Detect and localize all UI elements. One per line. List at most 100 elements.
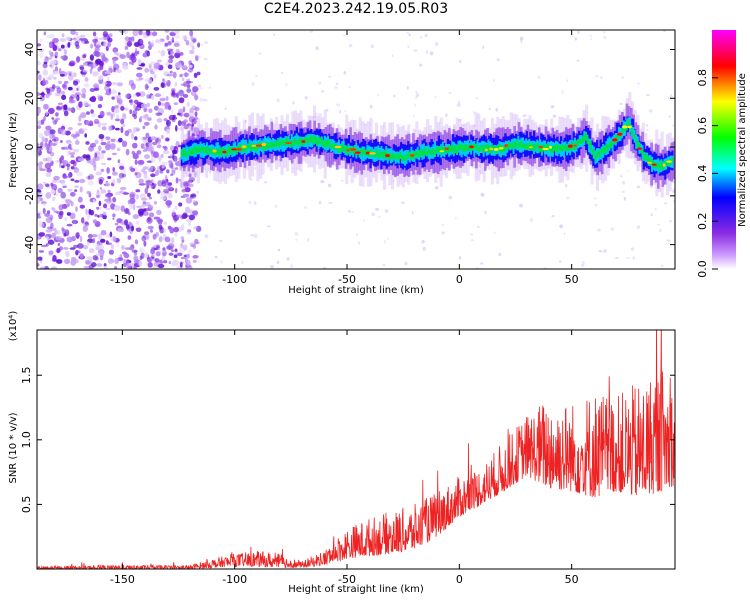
noise-speckle [148,79,153,84]
track-cell [457,144,460,151]
track-cell [487,145,490,153]
noise-speckle [188,64,193,69]
track-cell [325,140,328,148]
track-cell [606,144,609,152]
track-cell [199,147,202,153]
background-speckle [469,233,474,236]
background-speckle [454,217,457,220]
background-speckle [458,256,462,260]
noise-speckle [64,217,68,221]
noise-speckle [174,232,178,238]
track-cell [276,138,279,147]
track-cell [215,149,218,155]
track-cell [218,149,221,157]
background-speckle [623,197,627,201]
noise-speckle [164,107,169,110]
track-cell [555,143,557,152]
noise-speckle [124,45,129,50]
noise-speckle [82,69,89,73]
track-cell [316,138,318,146]
noise-speckle [98,179,103,185]
noise-speckle [53,175,60,181]
track-cell [429,150,432,155]
background-speckle [276,98,280,103]
background-speckle [274,204,277,209]
noise-speckle [60,191,66,199]
noise-speckle [121,140,128,148]
background-speckle [620,174,623,178]
background-speckle [197,56,201,59]
noise-speckle [188,220,191,227]
noise-speckle [88,180,94,186]
noise-speckle [114,222,119,226]
background-speckle [355,233,358,236]
noise-speckle [63,233,67,237]
noise-speckle [37,125,42,129]
noise-speckle [134,172,138,176]
noise-speckle [147,192,151,198]
noise-speckle [161,161,168,166]
track-cell [611,140,614,146]
noise-speckle [85,120,90,125]
background-speckle [456,103,461,107]
track-cell [358,151,361,157]
track-cell [338,145,340,153]
noise-speckle [146,165,154,173]
track-cell [578,138,581,144]
noise-speckle [175,48,180,54]
noise-speckle [141,203,146,208]
noise-speckle [81,58,85,62]
background-speckle [347,209,352,213]
noise-speckle [75,232,80,239]
noise-speckle [170,173,174,177]
colorbar-tick-label: 0.0 [696,260,709,278]
noise-speckle [79,178,86,184]
noise-speckle [67,86,73,91]
noise-speckle [82,154,88,159]
background-speckle [561,89,564,94]
noise-speckle [141,235,146,242]
background-speckle [660,264,664,267]
noise-speckle [98,176,105,183]
noise-speckle [105,80,112,87]
noise-speckle [46,34,52,39]
noise-speckle [52,255,57,262]
noise-speckle [127,235,132,240]
track-peak [285,142,292,145]
noise-speckle [138,178,144,184]
noise-speckle [120,126,124,133]
noise-speckle [41,136,45,143]
noise-speckle [84,76,89,82]
track-cell [454,145,457,153]
noise-speckle [103,33,110,37]
noise-speckle [167,182,173,186]
noise-speckle [150,248,156,255]
noise-speckle [113,265,118,269]
noise-speckle [140,143,145,150]
noise-speckle [171,167,176,173]
noise-speckle [70,155,75,158]
noise-speckle [105,181,111,188]
track-cell [591,148,594,155]
track-cell [254,144,257,152]
noise-speckle [54,51,59,57]
noise-speckle [142,234,150,240]
noise-speckle [83,62,88,66]
noise-speckle [168,261,172,265]
track-peak [261,142,267,147]
track-cell [278,141,281,148]
background-speckle [414,103,417,107]
track-peak [469,145,474,149]
noise-speckle [77,122,82,126]
background-speckle [241,260,244,264]
noise-speckle [120,205,126,212]
track-cell [507,142,510,149]
track-cell [404,154,407,161]
x-tick-label: 0 [456,573,463,586]
noise-speckle [49,33,55,39]
noise-speckle [166,119,171,127]
track-cell [361,150,364,156]
background-speckle [351,211,355,214]
noise-speckle [37,213,41,217]
noise-speckle [112,197,117,203]
